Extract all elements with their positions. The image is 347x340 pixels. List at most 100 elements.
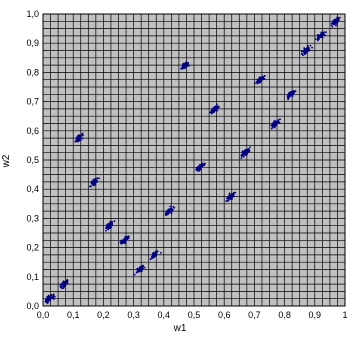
data-point bbox=[74, 140, 77, 143]
data-point bbox=[126, 238, 129, 241]
data-point bbox=[180, 67, 182, 70]
data-cluster bbox=[149, 250, 162, 261]
data-cluster bbox=[164, 205, 176, 216]
data-point bbox=[338, 16, 341, 19]
data-point bbox=[95, 181, 98, 184]
data-point bbox=[232, 195, 235, 198]
data-point bbox=[330, 24, 333, 27]
data-point bbox=[273, 126, 276, 129]
data-point bbox=[240, 157, 243, 160]
data-point bbox=[226, 196, 229, 199]
data-point bbox=[47, 295, 50, 298]
x-tick-label: 0,9 bbox=[309, 310, 322, 320]
data-cluster bbox=[74, 132, 84, 143]
data-point bbox=[120, 241, 123, 244]
data-point bbox=[122, 238, 125, 241]
data-point bbox=[273, 122, 276, 125]
data-point bbox=[201, 165, 204, 167]
data-point bbox=[182, 62, 185, 65]
data-cluster bbox=[240, 146, 251, 160]
data-cluster bbox=[330, 16, 341, 28]
data-point bbox=[92, 180, 94, 183]
data-point bbox=[215, 103, 218, 106]
data-point bbox=[76, 137, 79, 140]
data-point bbox=[109, 223, 112, 226]
data-cluster bbox=[225, 191, 237, 203]
data-point bbox=[231, 193, 234, 196]
data-point bbox=[109, 221, 112, 224]
data-point bbox=[291, 95, 294, 98]
y-axis-tick-labels: 0,0 0,1 0,2 0,3 0,4 0,5 0,6 0,7 0,8 0,9 1,0 bbox=[26, 9, 39, 311]
data-point bbox=[243, 150, 246, 152]
data-point bbox=[240, 155, 243, 158]
data-point bbox=[287, 93, 290, 95]
data-point bbox=[273, 124, 276, 126]
data-point bbox=[294, 90, 297, 93]
data-point bbox=[271, 123, 274, 125]
y-tick-label: 1,0 bbox=[26, 9, 39, 19]
data-point bbox=[303, 53, 306, 56]
data-point bbox=[154, 255, 157, 257]
data-point bbox=[60, 283, 63, 286]
data-point bbox=[98, 177, 100, 180]
data-point bbox=[61, 287, 63, 290]
data-point bbox=[81, 137, 84, 140]
data-cluster bbox=[44, 293, 56, 305]
data-point bbox=[105, 229, 107, 232]
data-point bbox=[120, 239, 123, 242]
data-point bbox=[133, 273, 136, 276]
data-point bbox=[143, 266, 146, 269]
data-point bbox=[317, 37, 320, 39]
data-point bbox=[227, 199, 230, 202]
data-point bbox=[320, 31, 323, 34]
data-point bbox=[62, 280, 65, 283]
data-point bbox=[256, 82, 259, 84]
data-point bbox=[246, 150, 249, 153]
data-cluster bbox=[314, 31, 327, 42]
x-tick-label: 0,5 bbox=[188, 310, 201, 320]
x-axis-label: w1 bbox=[173, 323, 187, 334]
data-point bbox=[201, 162, 204, 165]
x-tick-label: 0,3 bbox=[127, 310, 140, 320]
data-point bbox=[89, 185, 91, 188]
x-tick-label: 0,8 bbox=[278, 310, 291, 320]
data-point bbox=[202, 163, 204, 166]
data-point bbox=[62, 286, 65, 289]
data-point bbox=[164, 212, 167, 215]
data-point bbox=[124, 238, 127, 241]
data-point bbox=[164, 214, 167, 216]
data-point bbox=[50, 294, 52, 297]
data-point bbox=[241, 154, 244, 156]
data-point bbox=[334, 21, 337, 24]
data-point bbox=[122, 240, 124, 243]
y-tick-label: 0,6 bbox=[26, 126, 39, 136]
data-point bbox=[306, 45, 309, 48]
data-point bbox=[151, 256, 154, 258]
data-point bbox=[311, 46, 313, 49]
data-point bbox=[287, 94, 290, 97]
y-axis-label: w2 bbox=[1, 154, 12, 168]
data-cluster bbox=[119, 235, 130, 245]
data-point bbox=[254, 82, 256, 85]
data-point bbox=[203, 164, 206, 166]
data-point bbox=[198, 170, 200, 172]
data-cluster bbox=[300, 44, 313, 57]
data-point bbox=[212, 110, 214, 113]
data-point bbox=[314, 38, 317, 41]
data-point bbox=[95, 179, 97, 181]
data-point bbox=[183, 65, 185, 68]
data-cluster bbox=[105, 220, 116, 232]
data-cluster bbox=[180, 61, 190, 70]
data-point bbox=[214, 109, 217, 112]
data-point bbox=[52, 293, 55, 296]
data-point bbox=[159, 251, 162, 254]
data-point bbox=[336, 23, 338, 25]
data-point bbox=[232, 193, 235, 196]
data-point bbox=[336, 19, 339, 21]
data-cluster bbox=[254, 74, 266, 85]
x-tick-label: 1 bbox=[342, 310, 347, 320]
data-point bbox=[186, 65, 189, 68]
data-point bbox=[304, 48, 307, 51]
data-point bbox=[141, 269, 143, 271]
data-point bbox=[228, 192, 231, 195]
